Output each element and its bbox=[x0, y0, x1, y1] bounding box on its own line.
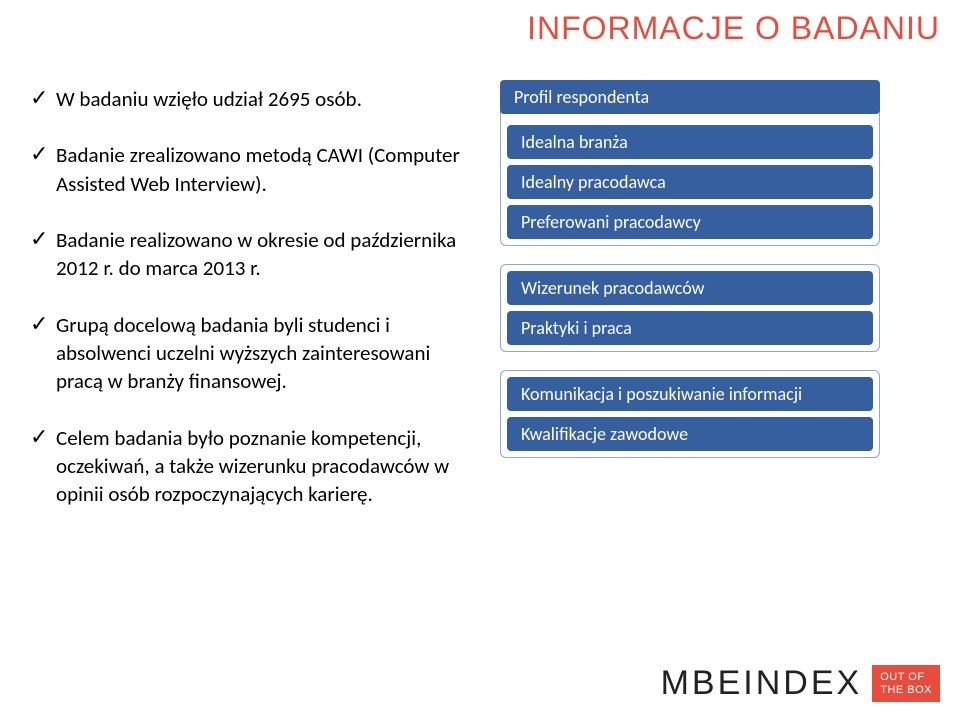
bullet-text: W badaniu wzięło udział 2695 osób. bbox=[56, 85, 460, 113]
block-item: Praktyki i praca bbox=[507, 311, 873, 345]
logo-box-line1: OUT OF bbox=[880, 671, 932, 683]
bullet-list: ✓ W badaniu wzięło udział 2695 osób. ✓ B… bbox=[30, 85, 460, 537]
check-icon: ✓ bbox=[30, 226, 56, 252]
bullet-text: Grupą docelową badania byli studenci i a… bbox=[56, 311, 460, 396]
bullet-text: Celem badania było poznanie kompetencji,… bbox=[56, 424, 460, 509]
list-item: ✓ W badaniu wzięło udział 2695 osób. bbox=[30, 85, 460, 113]
list-item: ✓ Badanie realizowano w okresie od paźdz… bbox=[30, 226, 460, 283]
block-frame: Komunikacja i poszukiwanie informacji Kw… bbox=[500, 370, 880, 458]
check-icon: ✓ bbox=[30, 141, 56, 167]
logo: MBEINDEX OUT OF THE BOX bbox=[661, 664, 940, 703]
block-group: Profil respondenta Idealna branża Idealn… bbox=[500, 80, 880, 246]
block-item: Komunikacja i poszukiwanie informacji bbox=[507, 377, 873, 411]
block-frame: Wizerunek pracodawców Praktyki i praca bbox=[500, 264, 880, 352]
smartart-column: Profil respondenta Idealna branża Idealn… bbox=[500, 80, 880, 476]
block-item: Preferowani pracodawcy bbox=[507, 205, 873, 239]
block-item: Idealny pracodawca bbox=[507, 165, 873, 199]
block-group: Wizerunek pracodawców Praktyki i praca bbox=[500, 264, 880, 352]
list-item: ✓ Grupą docelową badania byli studenci i… bbox=[30, 311, 460, 396]
check-icon: ✓ bbox=[30, 424, 56, 450]
list-item: ✓ Badanie zrealizowano metodą CAWI (Comp… bbox=[30, 141, 460, 198]
block-item: Kwalifikacje zawodowe bbox=[507, 417, 873, 451]
block-item: Wizerunek pracodawców bbox=[507, 271, 873, 305]
page-title: INFORMACJE O BADANIU bbox=[527, 10, 940, 47]
bullet-text: Badanie zrealizowano metodą CAWI (Comput… bbox=[56, 141, 460, 198]
block-item: Idealna branża bbox=[507, 125, 873, 159]
block-head: Profil respondenta bbox=[500, 80, 880, 114]
check-icon: ✓ bbox=[30, 85, 56, 111]
logo-text: MBEINDEX bbox=[661, 664, 863, 703]
logo-box: OUT OF THE BOX bbox=[872, 665, 940, 701]
check-icon: ✓ bbox=[30, 311, 56, 337]
block-frame: Idealna branża Idealny pracodawca Prefer… bbox=[500, 102, 880, 246]
bullet-text: Badanie realizowano w okresie od paździe… bbox=[56, 226, 460, 283]
block-group: Komunikacja i poszukiwanie informacji Kw… bbox=[500, 370, 880, 458]
logo-box-line2: THE BOX bbox=[880, 684, 932, 696]
list-item: ✓ Celem badania było poznanie kompetencj… bbox=[30, 424, 460, 509]
